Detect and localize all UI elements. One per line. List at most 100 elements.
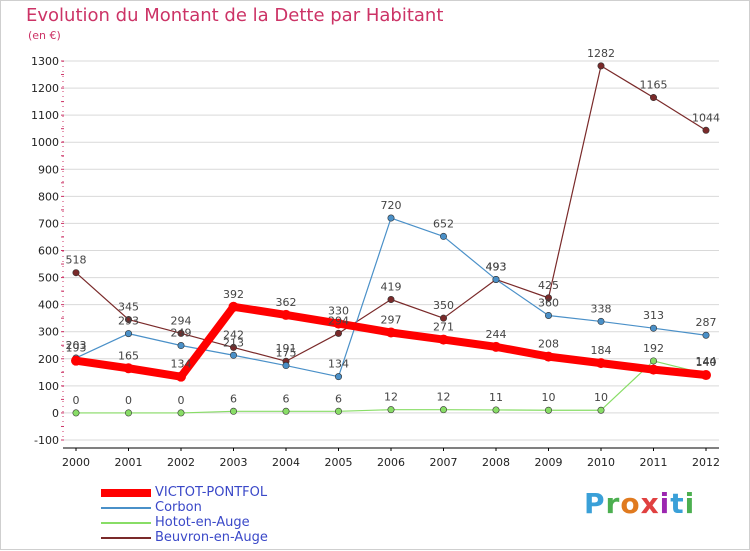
data-label: 6 — [335, 392, 342, 405]
data-label: 10 — [542, 391, 556, 404]
data-label: 242 — [223, 328, 244, 341]
legend-label: VICTOT-PONTFOL — [155, 485, 268, 500]
data-point — [543, 351, 554, 362]
data-label: 330 — [328, 305, 349, 318]
x-tick-label: 2009 — [535, 456, 563, 469]
x-tick-label: 2000 — [62, 456, 90, 469]
data-point — [648, 364, 659, 375]
data-label: 293 — [118, 315, 139, 328]
chart-subtitle: (en €) — [28, 29, 61, 42]
data-label: 338 — [591, 302, 612, 315]
x-tick-label: 2010 — [587, 456, 615, 469]
legend-swatch — [101, 489, 151, 497]
legend-label: Corbon — [155, 500, 202, 515]
legend-swatch — [101, 507, 151, 509]
data-label: 493 — [486, 260, 507, 273]
proxiti-logo: Proxiti — [584, 487, 695, 520]
data-point — [701, 370, 711, 381]
data-point — [71, 355, 81, 366]
y-tick-label: 100 — [38, 380, 59, 393]
data-point — [228, 301, 239, 312]
data-label: 652 — [433, 217, 454, 230]
data-label: 1282 — [587, 47, 615, 60]
chart-title: Evolution du Montant de la Dette par Hab… — [26, 5, 444, 26]
y-tick-label: 300 — [38, 326, 59, 339]
data-label: 193 — [66, 342, 87, 355]
y-tick-label: 600 — [38, 245, 59, 258]
data-point — [334, 373, 342, 381]
data-point — [492, 275, 500, 283]
data-point — [125, 409, 133, 417]
data-label: 244 — [486, 328, 507, 341]
logo-letter: t — [670, 487, 685, 520]
data-label: 294 — [171, 314, 192, 327]
data-label: 134 — [171, 358, 192, 371]
data-point — [492, 406, 500, 414]
data-point — [544, 311, 552, 319]
data-label: 287 — [696, 316, 717, 329]
data-label: 0 — [73, 394, 80, 407]
x-tick-label: 2002 — [167, 456, 195, 469]
data-point — [491, 341, 501, 352]
data-label: 360 — [538, 296, 559, 309]
y-tick-label: -100 — [34, 434, 59, 447]
data-point — [596, 358, 606, 369]
y-tick-label: 800 — [38, 190, 59, 203]
legend-swatch — [101, 537, 151, 539]
data-point — [177, 329, 185, 337]
data-point — [544, 294, 552, 302]
data-point — [544, 406, 552, 414]
y-tick-label: 400 — [38, 299, 59, 312]
data-labels: 193 165 134 392 362 330 297 271 244 208 184 140 203 2… — [66, 47, 721, 407]
data-label: 419 — [381, 280, 402, 293]
y-tick-label: 500 — [38, 272, 59, 285]
data-point — [177, 342, 185, 350]
data-point — [387, 214, 395, 222]
data-point — [597, 406, 605, 414]
data-label: 1165 — [640, 79, 668, 92]
data-label: 144 — [696, 355, 717, 368]
data-point — [439, 232, 447, 240]
y-tick-label: 900 — [38, 163, 59, 176]
y-tick-label: 1000 — [31, 136, 59, 149]
data-point — [386, 327, 396, 338]
data-label: 271 — [433, 321, 454, 334]
data-label: 362 — [276, 296, 297, 309]
data-label: 345 — [118, 301, 139, 314]
y-tick-label: 1100 — [31, 109, 59, 122]
data-label: 518 — [66, 254, 87, 267]
data-point — [176, 371, 186, 382]
data-label: 493 — [486, 260, 507, 273]
x-tick-label: 2012 — [692, 456, 720, 469]
data-point — [702, 331, 710, 339]
data-point — [230, 407, 238, 415]
x-tick-label: 2003 — [220, 456, 248, 469]
data-point — [387, 295, 395, 303]
data-label: 134 — [328, 358, 349, 371]
data-point — [72, 269, 80, 277]
data-point — [282, 362, 290, 370]
data-label: 1044 — [692, 111, 720, 124]
data-point — [125, 316, 133, 324]
data-label: 6 — [230, 392, 237, 405]
data-label: 6 — [283, 392, 290, 405]
data-point — [334, 407, 342, 415]
x-tick-label: 2004 — [272, 456, 300, 469]
data-label: 140 — [696, 356, 717, 369]
logo-letter: P — [584, 487, 606, 520]
legend-label: Beuvron-en-Auge — [155, 530, 268, 545]
y-tick-label: 1300 — [31, 55, 59, 68]
data-label: 0 — [178, 394, 185, 407]
data-point — [177, 409, 185, 417]
legend-swatch — [101, 522, 151, 524]
data-label: 175 — [276, 347, 297, 360]
data-point — [333, 318, 344, 329]
data-point — [334, 329, 342, 337]
y-tick-label: 700 — [38, 217, 59, 230]
data-label: 294 — [328, 314, 349, 327]
data-point — [649, 324, 657, 332]
data-point — [230, 351, 238, 359]
data-point — [282, 407, 290, 415]
y-tick-label: 200 — [38, 353, 59, 366]
